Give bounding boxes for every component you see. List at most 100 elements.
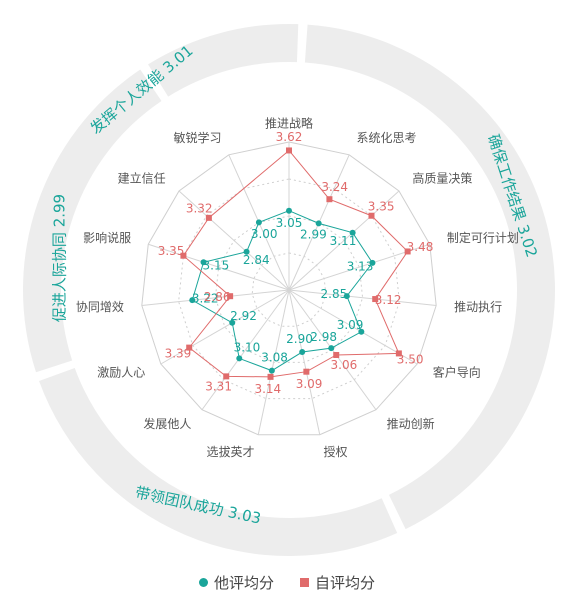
data-label: 3.39	[165, 347, 192, 361]
data-point[interactable]	[349, 229, 356, 236]
data-label: 3.32	[186, 202, 213, 216]
data-point[interactable]	[328, 345, 335, 352]
axis-label: 推动创新	[387, 416, 435, 431]
axis-label: 建立信任	[118, 170, 166, 185]
grid-outer	[141, 141, 437, 436]
data-label: 3.31	[205, 379, 232, 393]
radar-series: 3.052.99 3.113.132.853.092.982.903.083.10…	[158, 130, 434, 396]
data-label: 3.00	[251, 227, 278, 241]
legend-label-others: 他评均分	[213, 573, 274, 592]
data-label: 3.09	[337, 318, 364, 332]
data-point[interactable]	[189, 297, 196, 304]
data-label: 2.92	[230, 309, 257, 323]
group-ring-segment	[304, 24, 555, 530]
data-label: 3.14	[254, 382, 281, 396]
axis-label: 授权	[324, 444, 348, 459]
grid-ring	[178, 178, 400, 400]
grid-spoke	[288, 190, 400, 291]
data-point[interactable]	[180, 252, 187, 259]
data-label: 3.15	[203, 259, 230, 273]
data-point[interactable]	[315, 220, 322, 227]
axis-label: 推进战略	[265, 116, 313, 131]
data-label: 2.86	[204, 290, 231, 304]
data-label: 3.48	[407, 240, 434, 254]
axis-label: 激励人心	[97, 366, 145, 380]
axis-label: 客户导向	[433, 365, 481, 380]
group-ring-segment	[22, 69, 162, 373]
legend-square-icon	[300, 577, 309, 587]
grid-spoke	[201, 289, 290, 411]
axis-label: 协同增效	[76, 299, 124, 314]
data-point[interactable]	[299, 349, 306, 356]
legend-item-others[interactable]: 他评均分	[198, 572, 274, 593]
grid-ring	[214, 215, 364, 363]
group-ring-segment	[148, 24, 299, 97]
data-point[interactable]	[268, 367, 275, 374]
radar-grid	[141, 141, 437, 436]
data-label: 2.98	[310, 330, 337, 344]
data-point[interactable]	[229, 319, 236, 326]
data-point[interactable]	[395, 350, 402, 357]
legend-circle-icon	[198, 577, 208, 587]
data-label: 3.13	[347, 259, 374, 273]
grid-ring	[251, 252, 327, 327]
legend: 他评均分 自评均分	[0, 570, 574, 594]
data-point[interactable]	[286, 207, 292, 214]
axis-label: 推动执行	[454, 300, 502, 314]
data-label: 3.08	[261, 350, 288, 364]
data-label: 2.84	[243, 253, 270, 267]
data-point[interactable]	[358, 328, 365, 335]
data-point[interactable]	[205, 214, 212, 221]
data-point[interactable]	[227, 293, 234, 300]
group-ring-segment	[39, 367, 398, 556]
data-label: 3.10	[234, 340, 261, 354]
data-point[interactable]	[267, 373, 274, 380]
data-point[interactable]	[286, 147, 292, 154]
data-point[interactable]	[243, 248, 250, 255]
data-label: 3.62	[276, 130, 303, 144]
data-point[interactable]	[186, 344, 193, 351]
data-point[interactable]	[223, 373, 230, 380]
data-label: 3.35	[368, 200, 395, 214]
data-point[interactable]	[369, 259, 376, 266]
data-point[interactable]	[372, 296, 379, 303]
series-line	[191, 210, 374, 372]
data-label: 3.35	[158, 244, 185, 258]
grid-spoke	[288, 289, 321, 435]
legend-item-self[interactable]: 自评均分	[300, 572, 375, 593]
grid-spoke	[257, 289, 290, 435]
axis-label: 系统化思考	[357, 131, 417, 145]
data-point[interactable]	[200, 259, 207, 266]
data-point[interactable]	[368, 212, 375, 219]
data-label: 2.85	[321, 287, 348, 301]
data-label: 2.90	[286, 332, 313, 346]
axis-label: 选拔英才	[206, 444, 254, 459]
data-label: 3.24	[321, 180, 348, 194]
axis-label: 影响说服	[83, 230, 131, 245]
data-point[interactable]	[333, 351, 340, 358]
data-label: 3.50	[397, 352, 424, 366]
grid-spoke	[288, 289, 437, 306]
axis-label: 发展他人	[143, 416, 191, 431]
grid-spoke	[148, 243, 290, 291]
data-point[interactable]	[303, 368, 310, 375]
data-label: 2.99	[300, 228, 327, 242]
axis-label: 高质量决策	[412, 170, 472, 185]
grid-spoke	[178, 190, 290, 291]
data-point[interactable]	[343, 293, 350, 300]
data-label: 3.06	[331, 358, 358, 372]
data-label: 3.09	[296, 377, 323, 391]
data-label: 3.12	[375, 293, 402, 307]
axis-label: 敏锐学习	[173, 130, 221, 145]
legend-label-self: 自评均分	[315, 573, 376, 592]
data-point[interactable]	[326, 196, 333, 203]
data-point[interactable]	[404, 248, 411, 255]
data-point[interactable]	[236, 355, 243, 362]
data-point[interactable]	[255, 219, 262, 226]
grid-spoke	[160, 289, 290, 365]
grid-spoke	[288, 289, 418, 365]
data-label: 3.05	[276, 216, 303, 230]
group-label: 促进人际协同 2.99	[51, 194, 69, 322]
